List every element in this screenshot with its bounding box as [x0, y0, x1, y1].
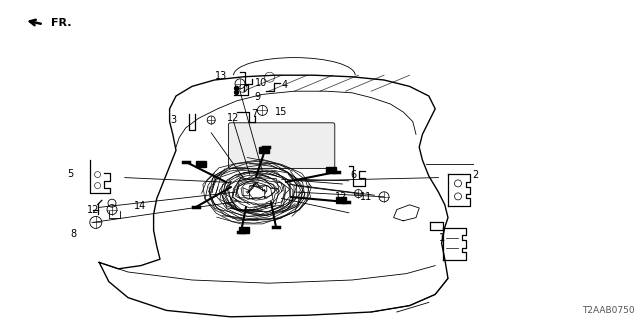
Text: 6: 6 — [351, 170, 357, 180]
Text: 12: 12 — [227, 113, 239, 123]
Text: FR.: FR. — [51, 18, 72, 28]
Text: 5: 5 — [67, 169, 74, 180]
Bar — [239, 227, 249, 233]
Text: 1: 1 — [438, 233, 445, 244]
Bar — [196, 161, 206, 167]
FancyBboxPatch shape — [228, 123, 335, 168]
Text: 13: 13 — [215, 71, 227, 81]
Text: 4: 4 — [282, 80, 288, 90]
Text: 14: 14 — [134, 201, 147, 212]
Text: 8: 8 — [70, 228, 77, 239]
Text: 2: 2 — [472, 170, 479, 180]
Text: 15: 15 — [275, 107, 287, 117]
Bar — [259, 147, 269, 153]
Text: 10: 10 — [255, 77, 267, 88]
Text: 3: 3 — [170, 115, 176, 125]
Text: 7: 7 — [252, 108, 258, 119]
Bar — [326, 167, 336, 173]
Text: T2AAB0750: T2AAB0750 — [582, 306, 635, 315]
Text: 12: 12 — [87, 204, 99, 215]
Circle shape — [235, 90, 239, 94]
Circle shape — [235, 86, 239, 90]
Text: 9: 9 — [255, 92, 261, 102]
Text: 11: 11 — [360, 192, 372, 203]
Text: 12: 12 — [335, 192, 347, 203]
Bar — [336, 197, 346, 203]
